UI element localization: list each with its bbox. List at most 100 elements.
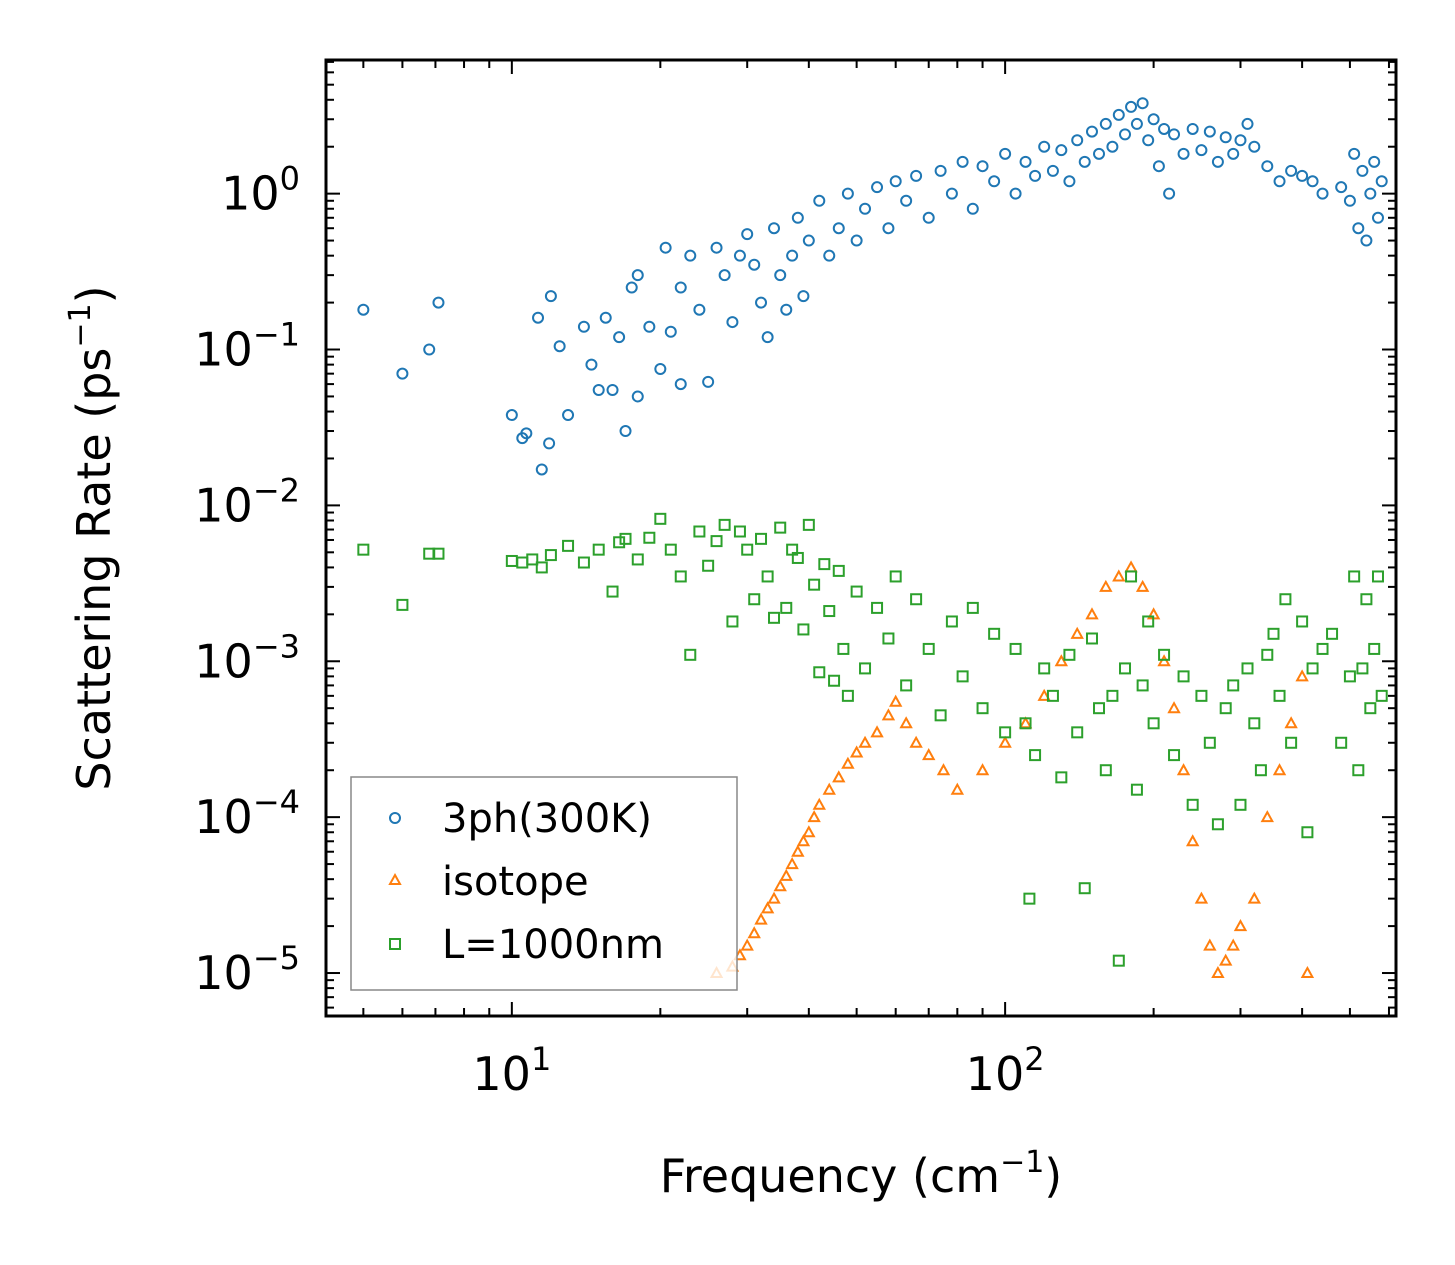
data-point xyxy=(871,601,884,614)
data-point xyxy=(1194,891,1209,904)
data-point xyxy=(1219,953,1233,966)
data-point xyxy=(718,269,731,282)
data-point xyxy=(631,390,644,403)
data-point xyxy=(1070,626,1084,639)
data-point xyxy=(1176,763,1191,776)
data-point xyxy=(1261,160,1274,173)
data-point xyxy=(654,362,667,375)
data-point xyxy=(1248,717,1261,730)
data-point xyxy=(1233,919,1248,932)
data-point xyxy=(357,543,370,556)
data-point xyxy=(423,343,436,356)
data-point xyxy=(888,694,903,707)
data-point xyxy=(1296,169,1309,182)
data-point xyxy=(837,642,850,655)
data-point xyxy=(1254,764,1267,777)
data-point xyxy=(1195,144,1208,157)
y-tick-label: 10−1 xyxy=(194,316,300,377)
data-point xyxy=(1112,569,1126,582)
data-point xyxy=(613,536,626,549)
data-point xyxy=(516,556,529,569)
data-point xyxy=(1364,702,1377,715)
data-point xyxy=(631,553,644,566)
data-point xyxy=(850,585,863,598)
legend-label-isotope: isotope xyxy=(442,859,589,905)
data-point xyxy=(1055,771,1068,784)
data-point xyxy=(733,249,746,262)
data-point xyxy=(1306,175,1319,188)
data-point xyxy=(357,303,370,316)
data-point xyxy=(1186,122,1199,135)
data-point xyxy=(999,147,1012,160)
legend-label-3ph: 3ph(300K) xyxy=(442,796,652,842)
data-point xyxy=(1038,140,1051,153)
data-point xyxy=(956,155,969,168)
data-point xyxy=(585,358,598,371)
data-point xyxy=(966,601,979,614)
data-point xyxy=(741,543,754,556)
data-point xyxy=(1195,689,1208,702)
data-point xyxy=(1018,716,1033,729)
data-point xyxy=(754,912,768,925)
data-point xyxy=(791,211,804,224)
data-point xyxy=(1029,749,1042,762)
data-point xyxy=(1285,736,1298,749)
data-point xyxy=(858,735,872,748)
data-point xyxy=(1078,882,1091,895)
data-point xyxy=(1085,607,1099,620)
data-point xyxy=(1296,615,1309,628)
data-point xyxy=(1316,642,1329,655)
data-point xyxy=(1285,164,1298,177)
data-point xyxy=(1063,175,1076,188)
data-point xyxy=(828,674,841,687)
data-point xyxy=(1029,169,1042,182)
data-point xyxy=(1273,175,1286,188)
data-point xyxy=(1219,702,1232,715)
data-point xyxy=(910,593,923,606)
x-tick-label: 102 xyxy=(966,1040,1045,1101)
data-point xyxy=(774,521,787,534)
series-0 xyxy=(357,97,1388,476)
data-point xyxy=(532,311,545,324)
data-point xyxy=(797,623,810,636)
data-point xyxy=(881,708,896,721)
data-point xyxy=(922,748,936,761)
data-point xyxy=(1142,134,1155,147)
data-point xyxy=(1260,810,1274,823)
data-point xyxy=(1211,965,1225,979)
data-point xyxy=(1348,570,1361,583)
data-point xyxy=(592,383,605,396)
data-point xyxy=(822,782,836,795)
data-point xyxy=(1300,965,1315,979)
data-point xyxy=(1009,642,1022,655)
data-point xyxy=(1163,187,1176,200)
data-point xyxy=(1125,570,1138,583)
y-tick-label: 10−2 xyxy=(194,471,300,532)
data-point xyxy=(1093,147,1106,160)
data-point xyxy=(1368,642,1381,655)
data-point xyxy=(1119,128,1132,141)
data-point xyxy=(726,316,739,329)
data-point xyxy=(535,463,548,476)
data-point xyxy=(1368,155,1381,168)
data-point xyxy=(1267,627,1280,640)
data-point xyxy=(1234,134,1247,147)
data-point xyxy=(900,679,913,692)
data-point xyxy=(900,194,913,207)
data-point xyxy=(1167,701,1181,714)
data-point xyxy=(1158,122,1171,135)
data-point xyxy=(773,879,787,892)
data-point xyxy=(899,716,913,729)
data-point xyxy=(796,834,811,847)
data-point xyxy=(1371,211,1384,224)
data-point xyxy=(643,531,656,544)
data-point xyxy=(870,725,884,738)
data-point xyxy=(1142,615,1155,628)
data-point xyxy=(740,938,754,951)
data-point xyxy=(1125,100,1138,113)
data-point xyxy=(535,561,548,574)
data-point xyxy=(606,585,619,598)
data-point xyxy=(606,383,619,396)
data-point xyxy=(966,202,979,215)
data-point xyxy=(1037,688,1051,701)
